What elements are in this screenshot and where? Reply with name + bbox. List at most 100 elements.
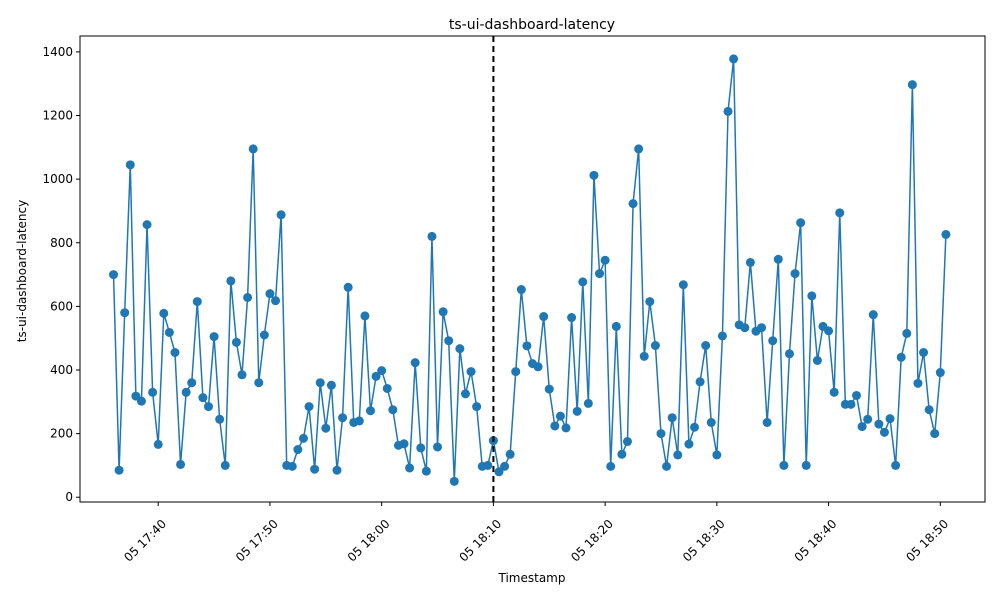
data-point — [287, 461, 297, 471]
data-point — [421, 466, 431, 476]
data-point — [220, 460, 230, 470]
data-point — [611, 321, 621, 331]
data-point — [684, 439, 694, 449]
data-point — [567, 313, 577, 323]
data-point — [505, 449, 515, 459]
data-point — [779, 460, 789, 470]
y-tick-label: 1400 — [42, 45, 73, 59]
data-point — [410, 358, 420, 368]
data-point — [896, 352, 906, 362]
data-point — [589, 170, 599, 180]
data-point — [500, 461, 510, 471]
data-point — [790, 269, 800, 279]
y-tick-label: 600 — [50, 299, 73, 313]
data-point — [371, 371, 381, 381]
data-point — [405, 463, 415, 473]
data-point — [332, 465, 342, 475]
data-point — [427, 231, 437, 241]
data-point — [360, 311, 370, 321]
axes-frame — [79, 35, 986, 503]
data-point — [120, 308, 130, 318]
data-point — [438, 307, 448, 317]
data-point — [293, 445, 303, 455]
data-point — [561, 423, 571, 433]
data-point — [863, 414, 873, 424]
data-point — [382, 383, 392, 393]
data-point — [639, 351, 649, 361]
data-point — [516, 285, 526, 295]
data-point — [142, 220, 152, 230]
data-point — [913, 378, 923, 388]
data-point — [919, 348, 929, 357]
data-point — [164, 327, 174, 337]
data-point — [857, 422, 867, 432]
data-point — [852, 390, 862, 400]
data-point — [583, 398, 593, 408]
data-point — [455, 344, 465, 354]
data-point — [879, 427, 889, 437]
data-point — [824, 326, 834, 336]
data-point — [678, 280, 688, 290]
data-point — [466, 367, 476, 377]
data-point — [276, 210, 286, 220]
data-point — [740, 323, 750, 333]
data-point — [114, 465, 124, 475]
data-point — [310, 464, 320, 474]
data-point — [874, 419, 884, 429]
data-point — [595, 269, 605, 279]
data-point — [265, 289, 275, 299]
data-point — [701, 341, 711, 350]
data-point — [231, 337, 241, 347]
data-point — [645, 297, 655, 307]
data-point — [544, 384, 554, 394]
data-point — [449, 476, 459, 486]
data-point — [930, 429, 940, 439]
data-point — [907, 80, 917, 90]
data-point — [617, 449, 627, 459]
data-point — [885, 414, 895, 424]
data-point — [706, 417, 716, 427]
data-point — [807, 291, 817, 301]
y-tick-label: 400 — [50, 363, 73, 377]
x-axis-label: Timestamp — [498, 571, 566, 585]
data-point — [539, 312, 549, 322]
data-point — [650, 341, 660, 350]
data-point — [326, 380, 336, 390]
data-point — [812, 355, 822, 365]
data-point — [416, 443, 426, 453]
data-point — [254, 378, 264, 388]
y-tick-label: 1200 — [42, 109, 73, 123]
data-point — [271, 296, 281, 306]
y-axis-label: ts-ui-dashboard-latency — [15, 200, 29, 342]
data-point — [729, 54, 739, 64]
data-point — [315, 378, 325, 388]
data-point — [578, 277, 588, 287]
data-point — [522, 341, 532, 351]
data-point — [343, 282, 353, 292]
data-point — [757, 323, 767, 333]
data-point — [377, 366, 387, 376]
data-point — [533, 362, 543, 372]
data-point — [399, 439, 409, 449]
chart-title: ts-ui-dashboard-latency — [449, 17, 615, 33]
data-point — [181, 387, 191, 397]
data-point — [125, 160, 135, 170]
data-point — [673, 450, 683, 460]
y-tick-label: 1000 — [42, 172, 73, 186]
data-point — [762, 417, 772, 427]
data-point — [600, 255, 610, 265]
data-point — [192, 297, 202, 307]
data-point — [354, 416, 364, 426]
data-point — [572, 406, 582, 416]
data-point — [723, 106, 733, 116]
data-point — [712, 450, 722, 460]
data-point — [662, 461, 672, 471]
data-point — [136, 396, 146, 406]
data-point — [259, 330, 269, 340]
data-point — [891, 460, 901, 470]
data-point — [433, 442, 443, 452]
data-point — [209, 332, 219, 342]
data-point — [170, 348, 180, 357]
